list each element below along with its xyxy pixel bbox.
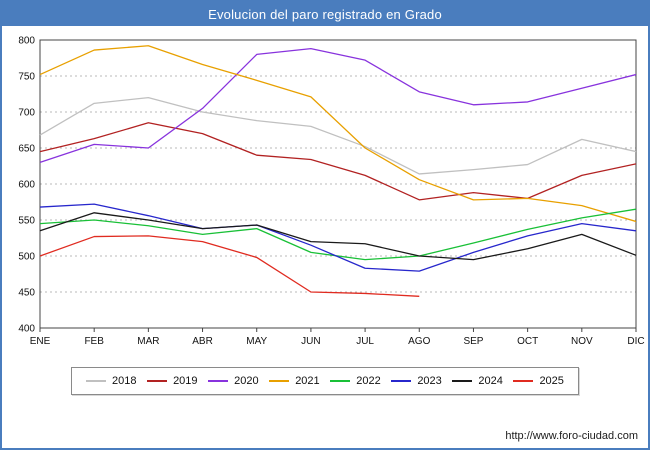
legend-swatch-2024 <box>452 380 473 382</box>
y-tick-label-800: 800 <box>18 36 35 47</box>
y-tick-label-400: 400 <box>18 324 35 335</box>
x-tick-label-ABR: ABR <box>192 336 213 347</box>
legend-label-2021: 2021 <box>295 375 320 387</box>
legend-swatch-2019 <box>147 380 168 382</box>
series-line-2020 <box>39 47 637 164</box>
y-tick-label-550: 550 <box>18 216 35 227</box>
chart-area: 400 450 500 550 600 650 700 750 800 ENE FEB MAR ABR M… <box>2 30 648 357</box>
series-line-2021 <box>39 45 637 223</box>
series-line-2023 <box>39 203 637 272</box>
series-line-2022 <box>39 208 637 261</box>
x-tick-label-MAR: MAR <box>137 336 159 347</box>
series-line-2025 <box>39 235 420 297</box>
legend-item-2020: 2020 <box>208 375 259 387</box>
series-line-2018 <box>39 96 637 175</box>
legend-item-2018: 2018 <box>86 375 136 387</box>
line-chart: 400 450 500 550 600 650 700 750 800 ENE FEB MAR ABR M… <box>18 36 644 348</box>
y-tick-label-750: 750 <box>18 72 35 83</box>
series-line-2024 <box>39 212 637 261</box>
y-tick-label-500: 500 <box>18 252 35 263</box>
legend-swatch-2021 <box>269 380 290 382</box>
x-tick-label-DIC: DIC <box>627 336 644 347</box>
legend-swatch-2023 <box>391 380 412 382</box>
x-tick-label-SEP: SEP <box>463 336 483 347</box>
chart-legend: 2018 2019 2020 2021 2022 2023 2024 2025 <box>71 367 579 395</box>
chart-title: Evolucion del paro registrado en Grado <box>208 6 442 22</box>
legend-swatch-2020 <box>208 380 229 382</box>
legend-item-2024: 2024 <box>452 375 503 387</box>
legend-label-2018: 2018 <box>112 375 137 387</box>
legend-item-2022: 2022 <box>330 375 381 387</box>
legend-item-2021: 2021 <box>269 375 320 387</box>
x-tick-label-JUN: JUN <box>301 336 320 347</box>
source-url[interactable]: http://www.foro-ciudad.com <box>505 430 638 442</box>
x-tick-label-MAY: MAY <box>246 336 267 347</box>
y-tick-label-600: 600 <box>18 180 35 191</box>
legend-item-2025: 2025 <box>513 375 564 387</box>
legend-swatch-2025 <box>513 380 534 382</box>
legend-label-2024: 2024 <box>478 375 503 387</box>
legend-swatch-2022 <box>330 380 351 382</box>
legend-swatch-2018 <box>86 380 106 382</box>
plot-border <box>39 39 637 329</box>
legend-label-2022: 2022 <box>356 375 381 387</box>
y-tick-label-700: 700 <box>18 108 35 119</box>
legend-item-2023: 2023 <box>391 375 442 387</box>
legend-item-2019: 2019 <box>147 375 198 387</box>
x-tick-label-JUL: JUL <box>356 336 374 347</box>
legend-label-2025: 2025 <box>539 375 564 387</box>
x-tick-label-ENE: ENE <box>30 336 51 347</box>
x-tick-label-OCT: OCT <box>517 336 538 347</box>
chart-title-bar: Evolucion del paro registrado en Grado <box>2 2 648 26</box>
y-tick-label-650: 650 <box>18 144 35 155</box>
legend-label-2023: 2023 <box>417 375 442 387</box>
y-tick-label-450: 450 <box>18 288 35 299</box>
series-line-2019 <box>39 122 637 201</box>
legend-label-2020: 2020 <box>234 375 259 387</box>
x-tick-label-AGO: AGO <box>408 336 430 347</box>
x-tick-label-NOV: NOV <box>571 336 593 347</box>
legend-label-2019: 2019 <box>173 375 198 387</box>
x-tick-label-FEB: FEB <box>84 336 104 347</box>
